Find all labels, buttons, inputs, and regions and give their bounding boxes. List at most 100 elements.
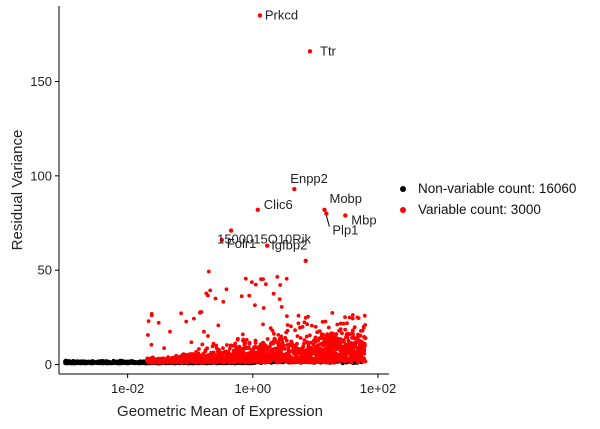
data-point — [266, 355, 271, 360]
data-point — [360, 351, 365, 356]
point-label: Plp1 — [332, 223, 358, 238]
data-point — [302, 338, 307, 342]
data-point — [208, 288, 213, 293]
data-point — [215, 356, 220, 361]
data-point — [310, 323, 314, 328]
data-point — [350, 343, 354, 347]
data-point — [214, 346, 219, 351]
data-point — [350, 352, 355, 356]
data-point — [184, 319, 189, 324]
data-point — [275, 346, 280, 350]
data-point — [326, 325, 331, 330]
data-point — [321, 332, 325, 337]
data-point — [317, 360, 322, 365]
data-point — [319, 341, 324, 346]
data-point — [189, 340, 194, 345]
labeled-point — [292, 186, 297, 192]
data-point — [289, 324, 293, 329]
data-point — [277, 336, 282, 341]
data-point — [345, 335, 350, 340]
red-points-layer — [145, 269, 368, 365]
data-point — [241, 339, 245, 343]
data-point — [244, 338, 249, 342]
data-point — [325, 339, 330, 343]
data-point — [361, 324, 366, 329]
data-point — [208, 358, 212, 362]
data-point — [253, 338, 258, 343]
data-point — [201, 352, 206, 356]
data-point — [324, 357, 329, 361]
data-point — [235, 337, 240, 342]
data-point — [271, 291, 276, 296]
data-point — [341, 339, 346, 344]
data-point — [253, 355, 258, 360]
y-axis-title: Residual Variance — [9, 130, 26, 251]
labeled-point — [265, 243, 270, 248]
legend-item-variable: Variable count: 3000 — [398, 199, 576, 220]
data-point — [94, 360, 99, 365]
data-point — [222, 357, 227, 362]
data-point — [328, 349, 332, 353]
data-point — [292, 349, 297, 354]
data-point — [211, 341, 216, 346]
labeled-point — [255, 207, 260, 212]
data-point — [337, 358, 342, 363]
data-point — [214, 343, 219, 348]
data-point — [270, 357, 275, 361]
data-point — [325, 335, 330, 340]
data-point — [253, 282, 258, 287]
data-point — [284, 276, 289, 281]
data-point — [235, 347, 240, 351]
data-point — [243, 276, 248, 281]
point-label: Mobp — [330, 191, 363, 206]
data-point — [316, 338, 320, 343]
data-point — [334, 332, 339, 336]
data-point — [362, 343, 367, 348]
data-point — [263, 356, 267, 360]
labeled-point — [307, 49, 313, 54]
data-point — [151, 359, 156, 364]
data-point — [305, 360, 309, 365]
data-point — [342, 354, 346, 359]
data-point — [249, 350, 254, 354]
data-point — [297, 351, 302, 355]
y-ticks: 0 50 100 150 — [30, 74, 59, 372]
data-point — [272, 331, 276, 336]
data-point — [224, 287, 229, 292]
data-point — [88, 361, 92, 366]
data-point — [270, 351, 275, 355]
data-point — [225, 343, 229, 347]
data-point — [247, 358, 252, 362]
data-point — [298, 325, 302, 330]
data-point — [221, 350, 226, 355]
data-point — [225, 359, 229, 364]
data-point — [221, 299, 226, 304]
x-tick-label: 1e-02 — [111, 381, 144, 396]
data-point — [217, 350, 222, 355]
data-point — [187, 358, 192, 363]
data-point — [330, 336, 335, 341]
data-point — [231, 358, 236, 363]
data-point — [279, 305, 284, 309]
data-point — [299, 346, 304, 351]
data-point — [359, 329, 363, 333]
data-point — [331, 358, 336, 363]
data-point — [345, 331, 350, 336]
data-point — [299, 354, 304, 358]
data-point — [295, 341, 299, 346]
legend-swatch-black — [400, 185, 406, 192]
data-point — [202, 329, 206, 334]
labeled-points-layer — [219, 13, 348, 263]
data-point — [305, 322, 309, 327]
data-point — [177, 357, 182, 361]
data-point — [302, 320, 307, 325]
data-point — [227, 354, 232, 358]
data-point — [315, 330, 320, 335]
data-point — [165, 358, 170, 362]
data-point — [288, 342, 293, 346]
data-point — [362, 313, 367, 318]
data-point — [275, 354, 279, 359]
data-point — [321, 349, 326, 354]
data-point — [321, 336, 326, 341]
point-label: Igfbp2 — [271, 238, 307, 253]
